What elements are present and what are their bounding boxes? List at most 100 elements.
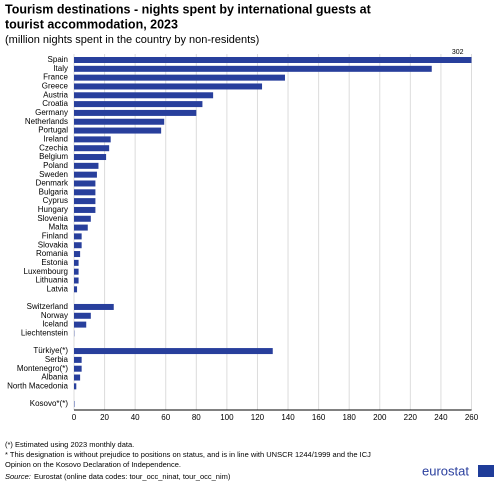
y-tick-label: Italy: [53, 64, 68, 73]
bar: [74, 74, 285, 81]
y-tick-label: Norway: [41, 311, 68, 320]
bar: [74, 224, 88, 231]
bar: [74, 101, 203, 108]
bar: [74, 215, 91, 222]
y-tick-label: Portugal: [38, 126, 68, 135]
y-tick-label: Finland: [42, 232, 68, 241]
bar: [74, 57, 472, 63]
x-tick-label: 0: [72, 413, 77, 422]
bar: [74, 180, 96, 187]
bar: [74, 233, 82, 240]
bar: [74, 303, 114, 310]
eu-flag: [478, 465, 494, 477]
y-tick-label: North Macedonia: [7, 381, 68, 390]
y-tick-label: Switzerland: [27, 302, 68, 311]
bar: [74, 65, 432, 72]
x-tick-label: 60: [161, 413, 170, 422]
y-tick-label: Lithuania: [36, 276, 69, 285]
x-tick-label: 260: [465, 413, 479, 422]
bar: [74, 206, 96, 213]
y-tick-label: Hungary: [38, 205, 68, 214]
bar: [74, 162, 99, 169]
bar: [74, 374, 81, 381]
bar: [74, 145, 110, 152]
bar: [74, 383, 77, 390]
bar: [74, 171, 97, 178]
y-tick-label: Sweden: [39, 170, 68, 179]
x-tick-label: 220: [404, 413, 418, 422]
bar: [74, 259, 79, 266]
y-tick-label: Serbia: [45, 355, 69, 364]
bar: [74, 127, 162, 134]
y-tick-label: Spain: [48, 55, 68, 64]
x-tick-label: 140: [281, 413, 295, 422]
y-tick-label: Montenegro(*): [17, 364, 68, 373]
chart-title: tourist accommodation, 2023: [5, 17, 178, 31]
bar: [74, 189, 96, 196]
y-tick-label: Luxembourg: [24, 267, 68, 276]
bar: [74, 242, 82, 249]
value-label: 302: [452, 49, 464, 56]
y-tick-label: Greece: [42, 82, 69, 91]
y-tick-label: Albania: [41, 373, 68, 382]
bar: [74, 268, 79, 275]
x-tick-label: 40: [131, 413, 140, 422]
y-tick-label: Slovenia: [37, 214, 68, 223]
y-tick-label: Netherlands: [25, 117, 68, 126]
x-tick-label: 200: [373, 413, 387, 422]
y-tick-label: Romania: [36, 249, 69, 258]
plot-area: 0 20 40 60 80 100 120 140 160 180 200 220 240 260 Spai…: [7, 49, 479, 422]
bar: [74, 118, 165, 125]
y-tick-label: Czechia: [39, 143, 68, 152]
bar: [74, 356, 82, 363]
x-tick-label: 100: [220, 413, 234, 422]
y-tick-label: Türkiye(*): [33, 346, 68, 355]
y-tick-label: Denmark: [36, 179, 69, 188]
y-tick-label: France: [43, 73, 68, 82]
y-tick-label: Ireland: [44, 134, 68, 143]
x-tick-label: 240: [434, 413, 448, 422]
y-tick-label: Cyprus: [43, 196, 68, 205]
y-tick-label: Malta: [48, 223, 68, 232]
y-tick-label: Estonia: [41, 258, 68, 267]
source: Eurostat (online data codes: tour_occ_ni…: [34, 472, 231, 481]
x-tick-label: 180: [343, 413, 357, 422]
x-tick-label: 120: [251, 413, 265, 422]
y-tick-label: Bulgaria: [39, 187, 69, 196]
bar: [74, 83, 263, 90]
y-tick-label: Croatia: [42, 99, 68, 108]
y-tick-label: Slovakia: [38, 240, 69, 249]
y-tick-label: Iceland: [42, 320, 68, 329]
footnote: (*) Estimated using 2023 monthly data.: [5, 440, 134, 449]
bar: [74, 92, 214, 99]
bar: [74, 365, 82, 372]
x-tick-label: 20: [100, 413, 109, 422]
bar: [74, 136, 111, 143]
source-label: Source:: [5, 472, 31, 481]
y-tick-label: Austria: [43, 90, 68, 99]
bar: [74, 109, 197, 116]
bar: [74, 312, 91, 319]
x-tick-label: 80: [192, 413, 201, 422]
bar: [74, 277, 79, 284]
bars: [74, 57, 472, 407]
footnote: Opinion on the Kosovo Declaration of Ind…: [5, 460, 181, 469]
chart-subtitle: (million nights spent in the country by …: [5, 34, 259, 46]
y-tick-label: Poland: [43, 161, 68, 170]
bar: [74, 251, 81, 258]
x-tick-label: 160: [312, 413, 326, 422]
bar: [74, 348, 273, 355]
y-tick-label: Latvia: [47, 284, 69, 293]
bar: [74, 321, 87, 328]
y-tick-label: Germany: [35, 108, 68, 117]
y-tick-label: Liechtenstein: [21, 329, 68, 338]
logo-text: eurostat: [422, 463, 469, 478]
y-tick-label: Kosovo*(*): [30, 399, 69, 408]
bar: [74, 154, 107, 161]
bar: [74, 286, 78, 293]
bar: [74, 198, 96, 205]
footnote: * This designation is without prejudice …: [5, 450, 371, 459]
y-tick-label: Belgium: [39, 152, 68, 161]
chart-title: Tourism destinations - nights spent by i…: [5, 2, 372, 16]
